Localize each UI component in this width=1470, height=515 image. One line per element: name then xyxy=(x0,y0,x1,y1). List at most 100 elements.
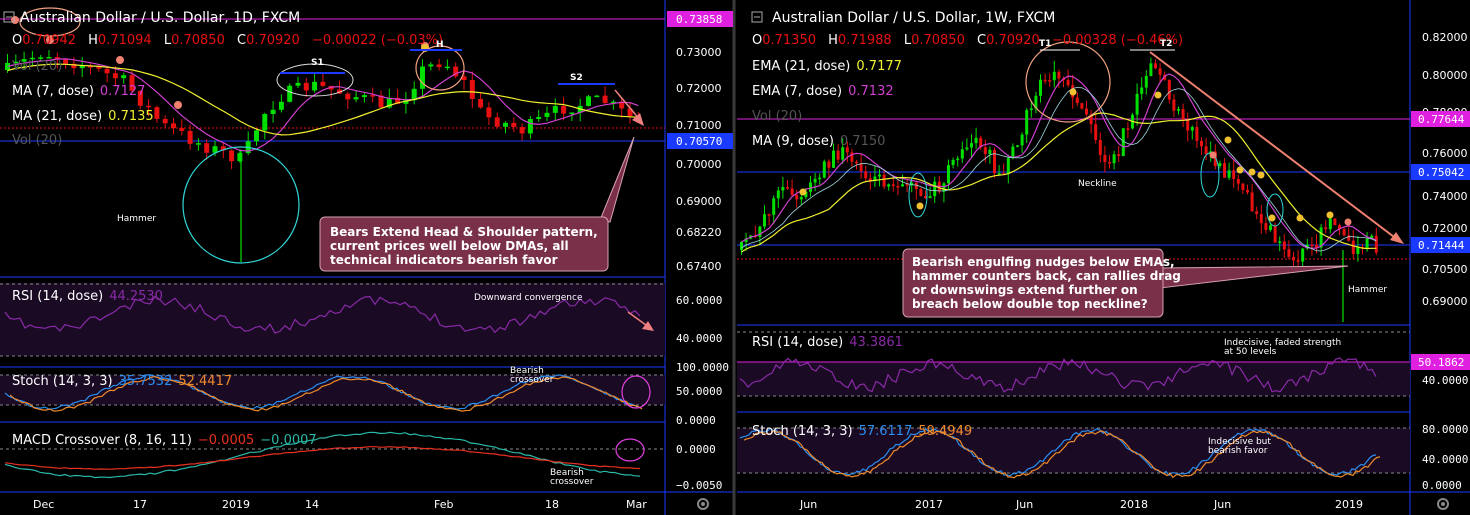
right-candle xyxy=(1223,163,1226,178)
right-candle xyxy=(1370,235,1374,239)
right-cyan-ellipse xyxy=(908,172,928,218)
svg-text:0.71444: 0.71444 xyxy=(1418,239,1465,252)
right-candle xyxy=(965,147,969,150)
right-candle xyxy=(1126,128,1130,130)
left-settings-gear-icon[interactable] xyxy=(697,498,709,510)
left-price-tick: 0.69000 xyxy=(676,195,722,208)
right-candle xyxy=(1338,225,1341,230)
right-candle xyxy=(910,182,914,186)
left-candle xyxy=(503,122,508,127)
right-candle xyxy=(1213,151,1217,167)
left-price-tick: 0.72000 xyxy=(676,82,722,95)
left-stoch-tick: 50.0000 xyxy=(676,385,722,398)
left-candle xyxy=(345,93,351,100)
right-candle xyxy=(956,158,960,161)
left-time-tick: Feb xyxy=(434,498,453,511)
right-candle xyxy=(795,194,799,200)
left-candle xyxy=(71,63,77,69)
svg-text:50.1862: 50.1862 xyxy=(1418,356,1464,369)
stoch-crossover-circle xyxy=(621,375,651,409)
right-ema21-line xyxy=(741,112,1377,253)
right-candle xyxy=(1117,154,1121,156)
right-candle xyxy=(1333,218,1337,226)
left-candle xyxy=(519,127,525,134)
left-candle xyxy=(312,81,318,91)
left-hammer-label: Hammer xyxy=(117,214,156,224)
neckline-label: Neckline xyxy=(1078,179,1117,189)
right-collapse-icon[interactable] xyxy=(751,11,763,23)
right-rsi-legend: RSI (14, dose) 43.3861 xyxy=(752,335,903,350)
right-candle xyxy=(1269,225,1272,230)
left-candle xyxy=(602,95,608,104)
right-candle xyxy=(1374,235,1378,253)
right-candle xyxy=(1057,71,1061,79)
left-candle xyxy=(13,61,19,64)
left-candle xyxy=(295,82,301,86)
left-change: −0.00022 (−0.03%) xyxy=(312,33,443,48)
right-candle xyxy=(758,226,762,237)
right-candle xyxy=(891,184,895,187)
right-candle xyxy=(841,147,845,160)
right-signal-dot xyxy=(799,188,807,196)
right-candle xyxy=(882,174,886,187)
right-signal-dot xyxy=(1248,168,1256,176)
left-badge-blue xyxy=(667,133,733,149)
right-candle xyxy=(744,238,748,243)
right-candle xyxy=(772,198,776,215)
right-candle xyxy=(1112,154,1116,164)
right-candle xyxy=(786,187,789,189)
left-collapse-icon[interactable] xyxy=(3,11,15,23)
right-candle xyxy=(1066,80,1070,86)
left-rsi-legend: RSI (14, dose) 44.2530 xyxy=(12,289,163,304)
svg-text:0.70570: 0.70570 xyxy=(676,135,722,148)
t2-label: T2 xyxy=(1160,39,1172,49)
right-price-tick: 0.82000 xyxy=(1422,31,1468,44)
left-candle xyxy=(444,66,450,69)
left-close: 0.70920 xyxy=(246,33,300,48)
left-candle xyxy=(436,64,442,68)
right-candle xyxy=(1177,109,1180,111)
right-candle xyxy=(970,143,973,148)
right-badge-blue xyxy=(1411,164,1470,180)
svg-text:Bearish engulfing nudges below: Bearish engulfing nudges below EMAs, xyxy=(912,255,1175,269)
t1-label: T1 xyxy=(1039,39,1051,49)
left-stoch-k xyxy=(4,373,638,410)
right-candle xyxy=(993,149,996,174)
right-candle xyxy=(1108,162,1111,164)
left-candle xyxy=(254,130,259,142)
left-candle xyxy=(594,95,600,98)
left-time-tick: 14 xyxy=(305,498,319,511)
right-cyan-ellipse xyxy=(1266,193,1284,227)
s2-label: S2 xyxy=(570,73,583,83)
right-candle xyxy=(1264,223,1268,230)
right-price-tick: 0.69000 xyxy=(1422,295,1468,308)
left-time-tick: Mar xyxy=(626,498,647,511)
left-candle xyxy=(569,112,575,115)
right-candle xyxy=(767,214,771,216)
right-candle xyxy=(1149,63,1153,76)
right-downtrend-line xyxy=(1149,51,1399,241)
right-settings-gear-icon[interactable] xyxy=(1437,498,1449,510)
right-candle xyxy=(983,147,987,154)
right-candle xyxy=(1287,249,1291,257)
right-candle xyxy=(813,178,817,183)
right-candle xyxy=(873,176,877,182)
right-signal-dot xyxy=(1268,214,1276,222)
right-change: −0.00328 (−0.46%) xyxy=(1052,33,1183,48)
right-candle xyxy=(1278,241,1282,244)
right-candle xyxy=(997,173,1001,175)
right-candle xyxy=(1158,68,1162,75)
svg-text:0.75042: 0.75042 xyxy=(1418,166,1464,179)
right-candle xyxy=(1172,99,1176,111)
left-macd-line xyxy=(4,431,641,479)
left-shoulder-circle xyxy=(19,7,81,37)
left-candle xyxy=(370,95,376,97)
right-ma9-line xyxy=(741,87,1377,252)
left-candle xyxy=(610,101,616,104)
left-candle xyxy=(461,76,467,80)
left-time-tick: 17 xyxy=(133,498,147,511)
right-candle xyxy=(1002,173,1006,175)
left-candle xyxy=(494,117,500,127)
left-candle xyxy=(395,97,401,104)
